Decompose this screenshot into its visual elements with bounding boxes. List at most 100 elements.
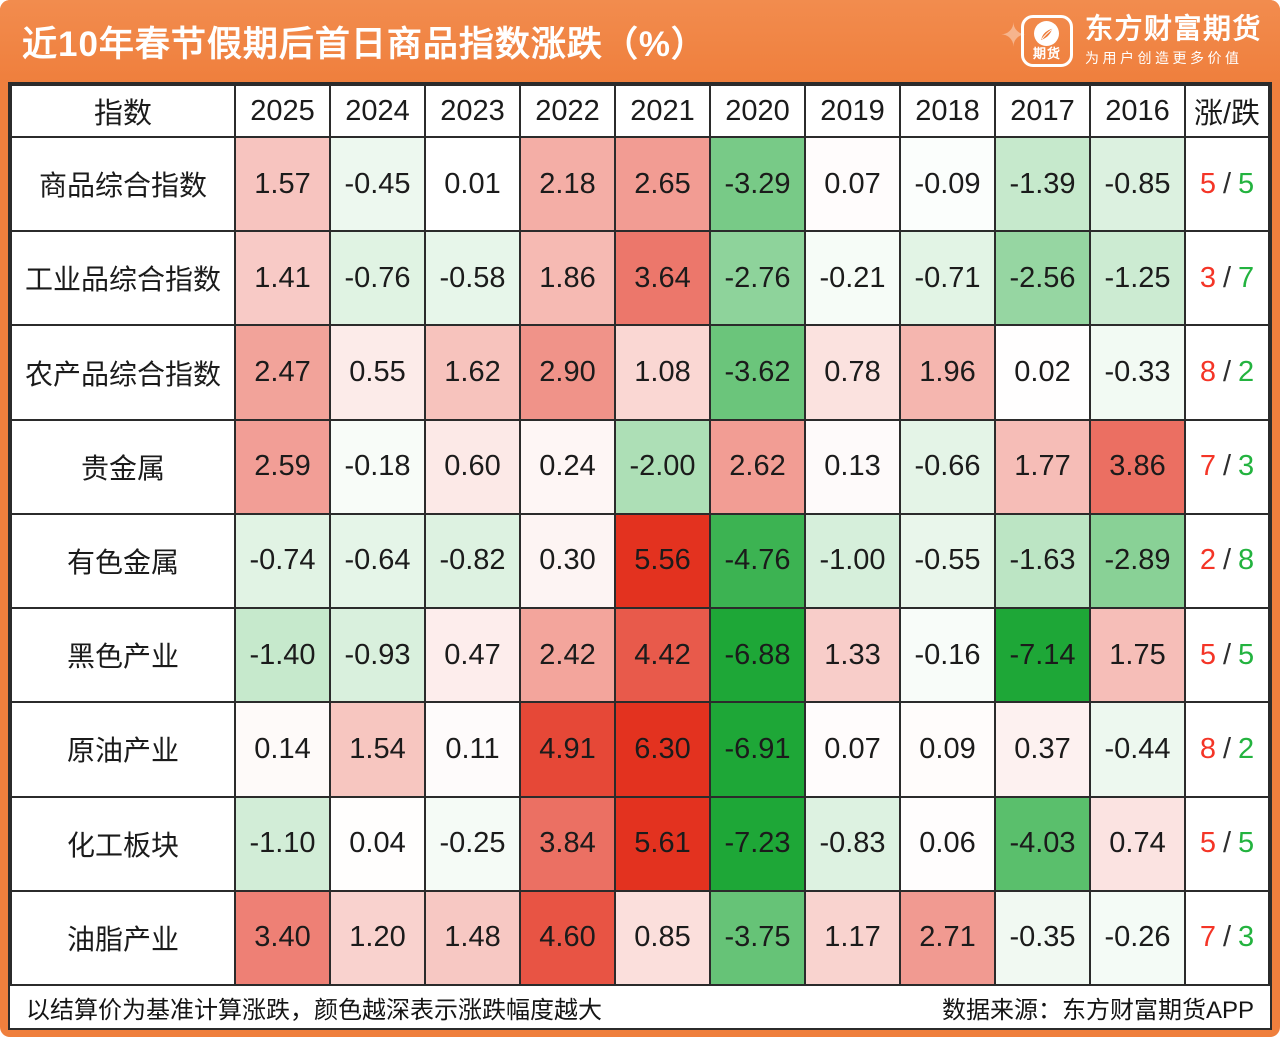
down-count: 3 <box>1238 450 1255 483</box>
heatmap-cell: -0.85 <box>1089 135 1186 233</box>
heatmap-cell: 4.91 <box>519 701 616 798</box>
heatmap-cell: -1.25 <box>1089 230 1186 327</box>
table-row: 化工板块 -1.10 0.04 -0.25 3.84 5.61 -7.23 -0.83 0.06… <box>10 795 1270 892</box>
up-count: 8 <box>1199 356 1216 389</box>
heatmap-table: 指数 2025 2024 2023 2022 2021 2020 2019 2018 2017 20… <box>10 84 1270 987</box>
heatmap-cell: 0.01 <box>424 135 521 233</box>
heatmap-cell: -0.45 <box>329 135 426 233</box>
heatmap-cell: 2.59 <box>234 418 331 515</box>
heatmap-cell: -2.56 <box>994 230 1091 327</box>
heatmap-cell: 6.30 <box>614 701 711 798</box>
row-label: 油脂产业 <box>10 889 236 987</box>
heatmap-cell: -1.63 <box>994 512 1091 610</box>
heatmap-cell: -6.88 <box>709 607 806 704</box>
table-row: 农产品综合指数 2.47 0.55 1.62 2.90 1.08 -3.62 0.78 1.96… <box>10 324 1270 421</box>
updown-separator: / <box>1222 732 1232 765</box>
table-panel: 指数 2025 2024 2023 2022 2021 2020 2019 2018 2017 20… <box>8 82 1272 1030</box>
column-header-updown: 涨/跌 <box>1184 84 1270 138</box>
heatmap-cell: -7.23 <box>709 795 806 892</box>
up-count: 7 <box>1199 921 1216 954</box>
heatmap-cell: 0.09 <box>899 701 996 798</box>
heatmap-cell: 0.24 <box>519 418 616 515</box>
up-count: 3 <box>1199 261 1216 294</box>
table-row: 黑色产业 -1.40 -0.93 0.47 2.42 4.42 -6.88 1.33 -0.16… <box>10 607 1270 704</box>
updown-cell: 5/5 <box>1184 795 1270 892</box>
down-count: 7 <box>1238 261 1255 294</box>
column-header-year: 2022 <box>519 84 616 138</box>
heatmap-cell: 0.30 <box>519 512 616 610</box>
table-row: 有色金属 -0.74 -0.64 -0.82 0.30 5.56 -4.76 -1.00 -0.… <box>10 512 1270 610</box>
heatmap-cell: 2.47 <box>234 324 331 421</box>
up-count: 5 <box>1199 167 1216 200</box>
heatmap-cell: 1.96 <box>899 324 996 421</box>
updown-separator: / <box>1222 450 1232 483</box>
table-row: 油脂产业 3.40 1.20 1.48 4.60 0.85 -3.75 1.17 2.71 -0.… <box>10 889 1270 987</box>
heatmap-cell: 1.75 <box>1089 607 1186 704</box>
heatmap-cell: 0.55 <box>329 324 426 421</box>
page-title: 近10年春节假期后首日商品指数涨跌（%） <box>22 24 708 64</box>
column-header-year: 2021 <box>614 84 711 138</box>
heatmap-cell: -4.76 <box>709 512 806 610</box>
column-header-year: 2018 <box>899 84 996 138</box>
heatmap-cell: 0.11 <box>424 701 521 798</box>
updown-cell: 7/3 <box>1184 418 1270 515</box>
heatmap-cell: 0.02 <box>994 324 1091 421</box>
row-label: 工业品综合指数 <box>10 230 236 327</box>
row-label: 有色金属 <box>10 512 236 610</box>
row-label: 原油产业 <box>10 701 236 798</box>
column-header-year: 2017 <box>994 84 1091 138</box>
title-bar: 近10年春节假期后首日商品指数涨跌（%） ✦ 期货 东方财富期货 为用户创造更多… <box>0 0 1280 82</box>
heatmap-cell: -0.71 <box>899 230 996 327</box>
heatmap-cell: 2.18 <box>519 135 616 233</box>
updown-separator: / <box>1222 827 1232 860</box>
up-count: 7 <box>1199 450 1216 483</box>
heatmap-cell: -0.93 <box>329 607 426 704</box>
heatmap-cell: 3.40 <box>234 889 331 987</box>
heatmap-cell: 0.04 <box>329 795 426 892</box>
brand-lockup: 期货 东方财富期货 为用户创造更多价值 <box>1020 12 1262 69</box>
heatmap-cell: -0.44 <box>1089 701 1186 798</box>
heatmap-cell: 0.60 <box>424 418 521 515</box>
column-header-index: 指数 <box>10 84 236 138</box>
heatmap-cell: 3.64 <box>614 230 711 327</box>
heatmap-cell: 0.37 <box>994 701 1091 798</box>
heatmap-cell: -0.33 <box>1089 324 1186 421</box>
heatmap-cell: -0.82 <box>424 512 521 610</box>
updown-cell: 5/5 <box>1184 135 1270 233</box>
heatmap-cell: -0.35 <box>994 889 1091 987</box>
heatmap-cell: -0.83 <box>804 795 901 892</box>
up-count: 5 <box>1199 827 1216 860</box>
heatmap-cell: 1.54 <box>329 701 426 798</box>
table-row: 原油产业 0.14 1.54 0.11 4.91 6.30 -6.91 0.07 0.09 0.3… <box>10 701 1270 798</box>
heatmap-cell: 2.62 <box>709 418 806 515</box>
heatmap-cell: -1.10 <box>234 795 331 892</box>
table-row: 商品综合指数 1.57 -0.45 0.01 2.18 2.65 -3.29 0.07 -0.0… <box>10 135 1270 233</box>
heatmap-cell: 2.42 <box>519 607 616 704</box>
down-count: 3 <box>1238 921 1255 954</box>
heatmap-cell: 0.47 <box>424 607 521 704</box>
heatmap-cell: 1.86 <box>519 230 616 327</box>
heatmap-cell: 2.71 <box>899 889 996 987</box>
data-source: 数据来源：东方财富期货APP <box>941 996 1254 1024</box>
heatmap-cell: -0.09 <box>899 135 996 233</box>
heatmap-cell: 5.56 <box>614 512 711 610</box>
updown-cell: 7/3 <box>1184 889 1270 987</box>
heatmap-cell: 1.33 <box>804 607 901 704</box>
column-header-year: 2025 <box>234 84 331 138</box>
heatmap-cell: -0.76 <box>329 230 426 327</box>
column-header-year: 2024 <box>329 84 426 138</box>
heatmap-cell: -2.00 <box>614 418 711 515</box>
heatmap-cell: -1.39 <box>994 135 1091 233</box>
brand-name: 东方财富期货 <box>1084 12 1262 44</box>
down-count: 8 <box>1238 544 1255 577</box>
heatmap-cell: 4.60 <box>519 889 616 987</box>
heatmap-cell: 3.86 <box>1089 418 1186 515</box>
heatmap-cell: 0.13 <box>804 418 901 515</box>
row-label: 贵金属 <box>10 418 236 515</box>
up-count: 8 <box>1199 732 1216 765</box>
heatmap-cell: -0.74 <box>234 512 331 610</box>
heatmap-cell: 1.77 <box>994 418 1091 515</box>
brand-slogan: 为用户创造更多价值 <box>1084 50 1243 67</box>
futures-leaf-logo-icon <box>1034 21 1060 47</box>
